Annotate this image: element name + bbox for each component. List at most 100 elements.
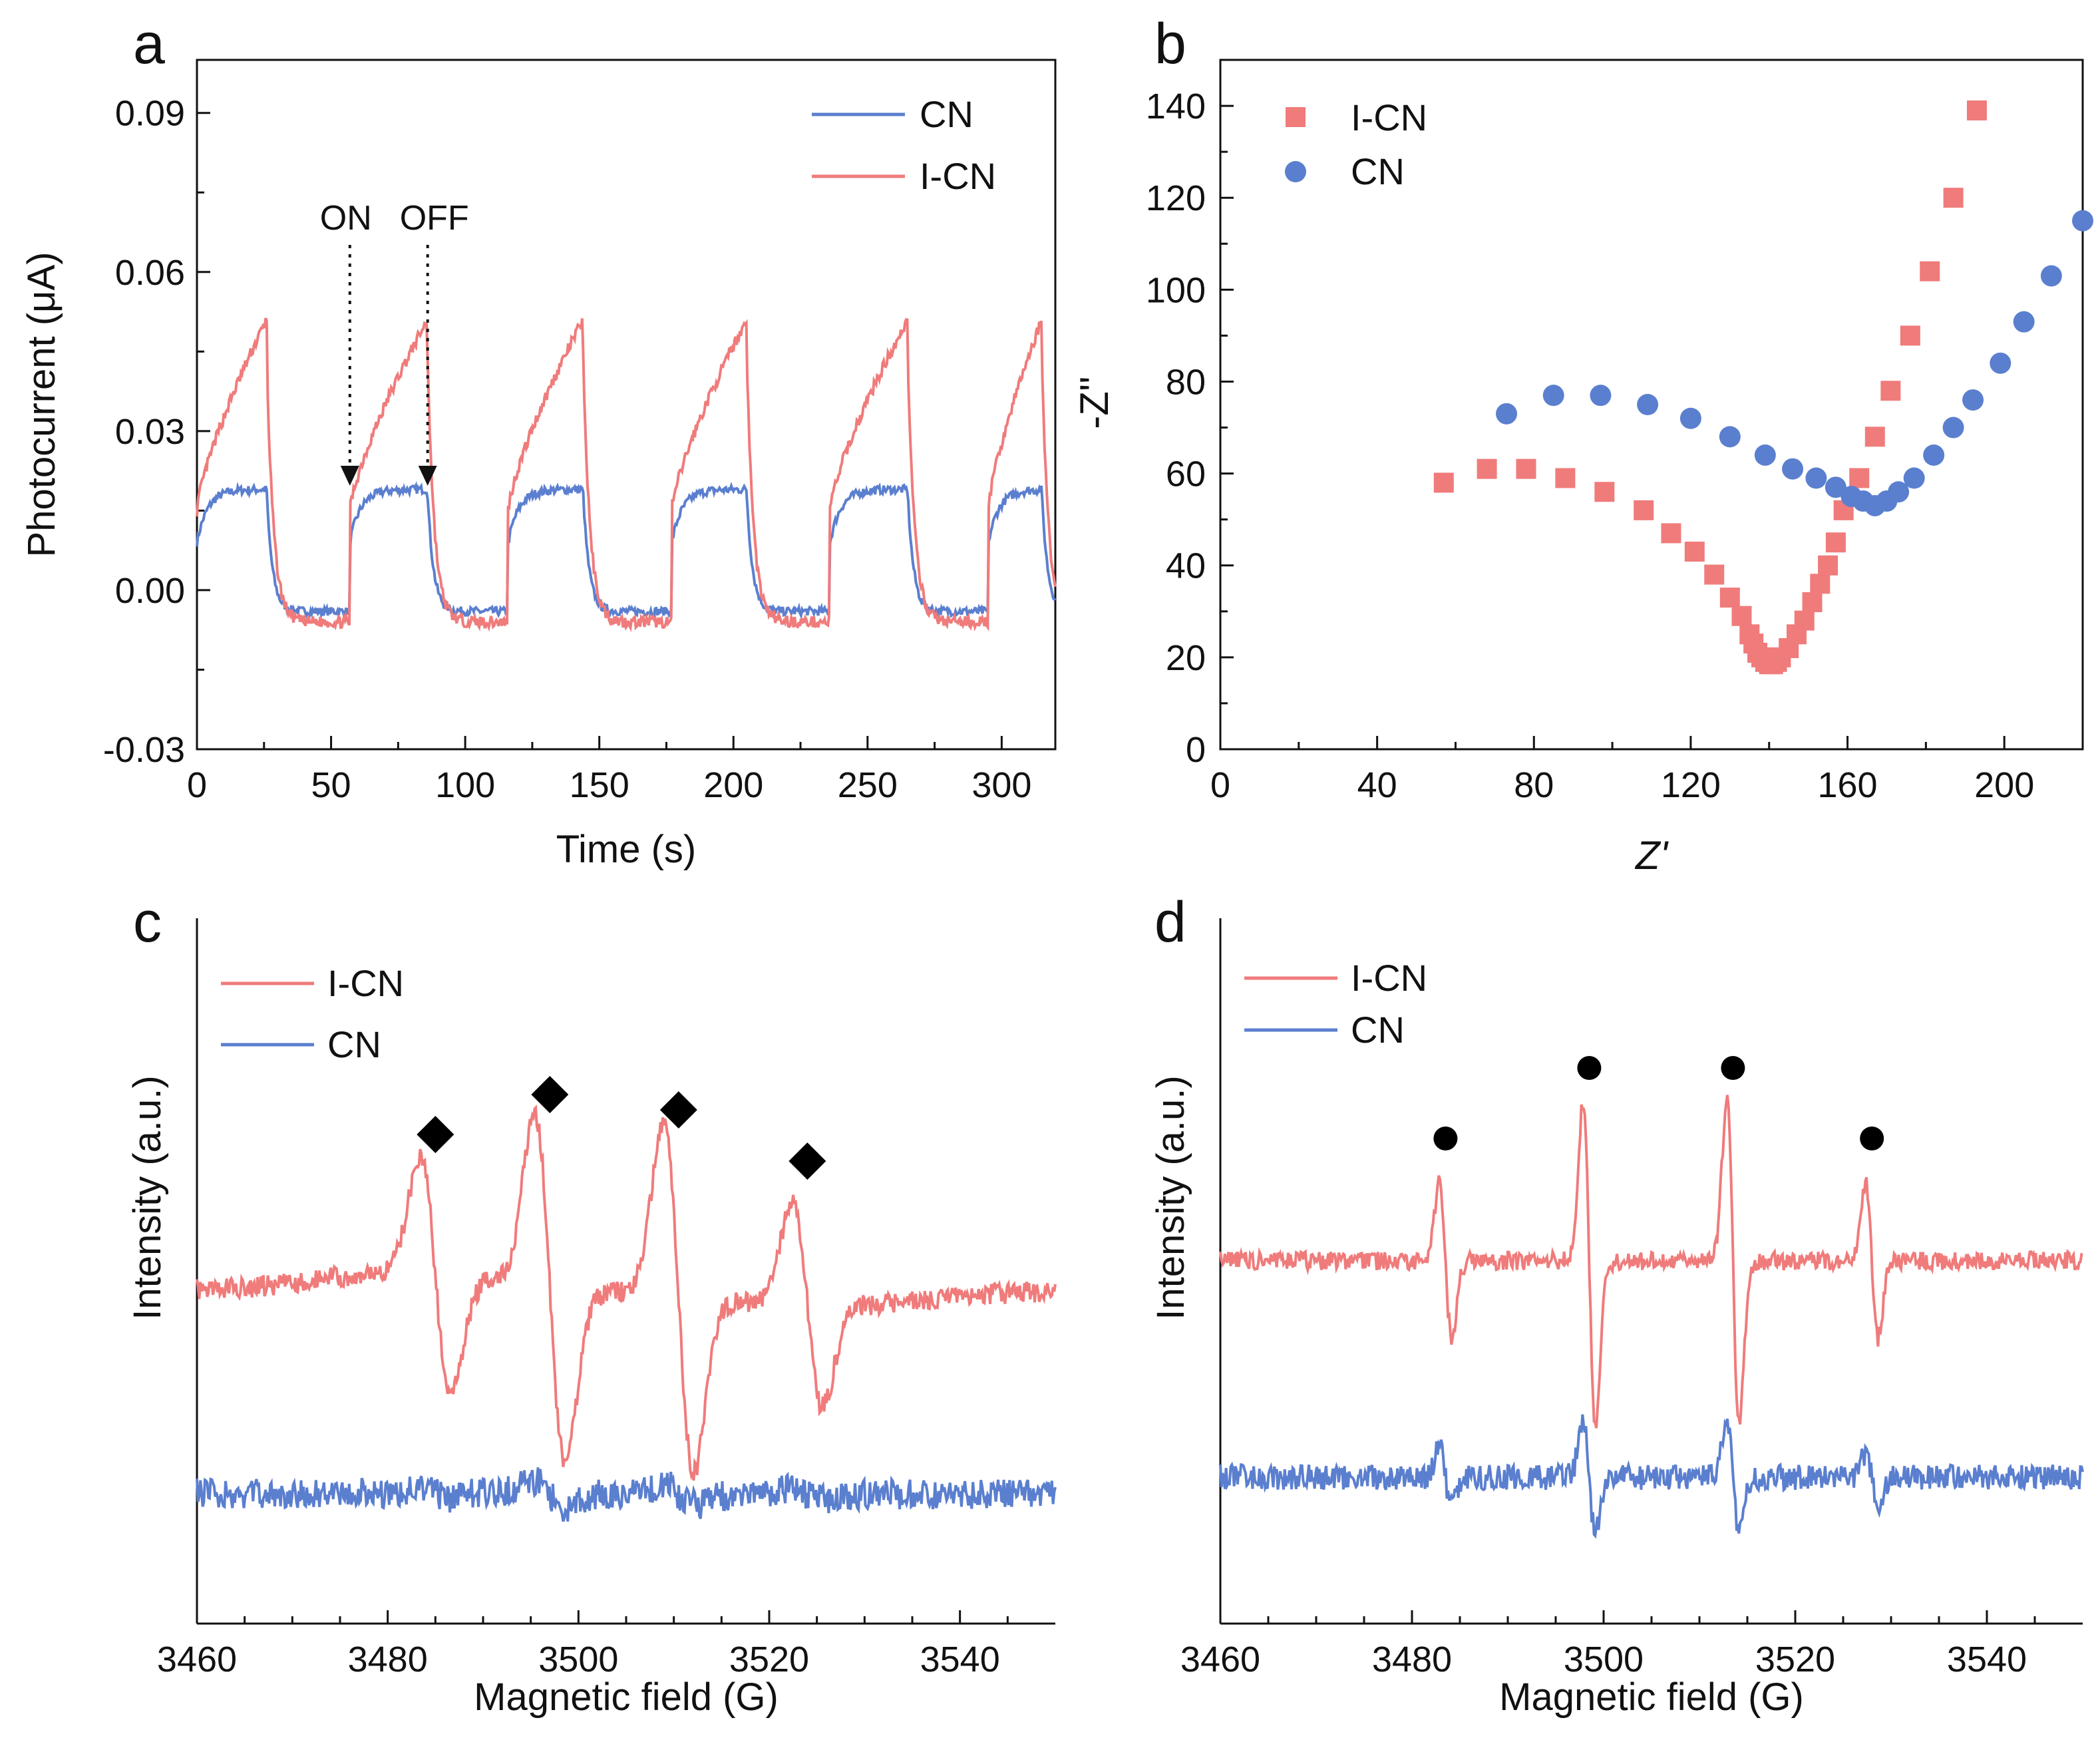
panel-b-nyquist: 0 40 80 120 160 200 0 20 40 60 80 100 120 140 Z' -Z'' I-…	[1072, 59, 2093, 878]
x-tick-label: 150	[570, 765, 629, 805]
x-tick-label: 0	[1210, 765, 1230, 805]
x-tick-label: 3520	[1755, 1640, 1835, 1679]
panel-label-d: d	[1154, 890, 1186, 954]
legend-label: I-CN	[1351, 957, 1427, 999]
series-icn-line	[196, 317, 1057, 633]
y-axis-label: Intensity (a.u.)	[1149, 1075, 1192, 1319]
x-tick-label: 3480	[1372, 1640, 1452, 1679]
data-point-icn	[1810, 574, 1831, 594]
data-point-icn	[1684, 542, 1705, 562]
data-point-cn	[1679, 407, 1701, 429]
data-point-icn	[1880, 381, 1901, 401]
panel-label-a: a	[133, 12, 165, 76]
y-tick-label: 60	[1166, 454, 1206, 494]
x-tick-label: 300	[971, 765, 1031, 805]
data-point-icn	[1704, 564, 1725, 585]
data-point-cn	[1923, 444, 1945, 466]
data-point-icn	[1719, 588, 1740, 608]
panel-a-frame	[196, 59, 1057, 751]
data-point-cn	[1782, 458, 1804, 480]
data-point-icn	[1818, 555, 1838, 576]
y-tick-label: 0.09	[115, 94, 185, 134]
y-tick-label: 0.00	[115, 571, 185, 611]
x-axis-label: Magnetic field (G)	[474, 1675, 779, 1719]
data-point-icn	[1516, 458, 1536, 479]
series-cn-line	[1219, 1414, 2084, 1539]
x-tick-label: 160	[1817, 765, 1877, 805]
data-point-cn	[1805, 467, 1827, 489]
legend-label: CN	[920, 93, 973, 135]
data-point-cn	[1990, 352, 2012, 374]
y-tick-label: 100	[1146, 270, 1206, 310]
y-tick-label: -0.03	[103, 730, 185, 770]
data-point-cn	[1496, 403, 1518, 425]
data-point-icn	[1634, 500, 1654, 520]
legend-label: I-CN	[327, 962, 404, 1004]
legend-label: I-CN	[1351, 96, 1427, 138]
annotation-arrow-head	[340, 466, 359, 486]
data-point-icn	[1802, 592, 1823, 612]
panel-a-photocurrent: 0 50 100 150 200 250 300 -0.03 0.00 0.03 0.06 0.09 T…	[20, 59, 1057, 871]
data-point-icn	[1594, 482, 1615, 502]
x-tick-label: 200	[1974, 765, 2034, 805]
data-point-cn	[1888, 481, 1910, 503]
peak-marker-circle	[1721, 1056, 1745, 1080]
panel-d-epr: 3460 3480 3500 3520 3540 Magnetic field (G) In…	[1149, 918, 2084, 1719]
data-point-cn	[1825, 476, 1846, 498]
data-point-cn	[1542, 385, 1564, 407]
data-point-icn	[1731, 606, 1752, 626]
panel-c-epr: 3460 3480 3500 3520 3540 Magnetic field (G) In…	[126, 918, 1057, 1719]
y-axis-label: Photocurrent (μA)	[20, 252, 63, 558]
peak-marker-diamond	[531, 1076, 569, 1113]
series-icn-line	[196, 1104, 1057, 1481]
data-point-cn	[1903, 467, 1925, 489]
y-tick-label: 0.03	[115, 412, 185, 452]
legend-swatch-square	[1286, 107, 1306, 127]
y-tick-label: 0.06	[115, 253, 185, 293]
y-tick-label: 80	[1166, 362, 1206, 402]
x-axis-label: Magnetic field (G)	[1499, 1675, 1804, 1719]
data-point-icn	[1900, 325, 1920, 346]
peak-marker-circle	[1860, 1127, 1884, 1150]
peak-marker-diamond	[417, 1116, 454, 1153]
panel-label-b: b	[1154, 12, 1186, 76]
x-tick-label: 3460	[1180, 1640, 1260, 1679]
annotation-arrow-head	[418, 466, 437, 486]
y-tick-label: 0	[1186, 730, 1206, 770]
x-tick-label: 40	[1357, 765, 1397, 805]
x-tick-label: 3500	[538, 1640, 618, 1679]
peak-marker-circle	[1577, 1056, 1602, 1080]
peak-marker-circle	[1433, 1127, 1458, 1150]
legend-label: CN	[1351, 1009, 1405, 1051]
legend-label: CN	[327, 1023, 381, 1065]
y-tick-label: 40	[1166, 546, 1206, 586]
x-tick-label: 3480	[348, 1640, 428, 1679]
series-icn-line	[1219, 1095, 2083, 1429]
legend-label: I-CN	[920, 155, 996, 197]
x-tick-label: 120	[1661, 765, 1721, 805]
x-tick-label: 3500	[1564, 1640, 1644, 1679]
data-point-cn	[1719, 426, 1741, 448]
data-point-icn	[1849, 468, 1870, 488]
data-point-cn	[1942, 417, 1964, 438]
panel-b-frame	[1219, 59, 2084, 751]
x-tick-label: 200	[703, 765, 763, 805]
annotation-off: OFF	[400, 199, 469, 238]
x-tick-label: 80	[1514, 765, 1554, 805]
x-tick-label: 50	[311, 765, 351, 805]
x-tick-label: 0	[187, 765, 207, 805]
data-point-cn	[1754, 444, 1776, 466]
peak-marker-diamond	[659, 1091, 697, 1129]
data-point-cn	[1590, 385, 1612, 407]
x-tick-label: 100	[435, 765, 495, 805]
y-tick-label: 140	[1146, 87, 1206, 126]
data-point-icn	[1477, 458, 1497, 479]
annotation-on: ON	[320, 199, 372, 238]
data-point-icn	[1555, 468, 1576, 488]
data-point-icn	[1966, 100, 1987, 120]
x-axis-label: Z'	[1634, 833, 1669, 878]
data-point-icn	[1920, 261, 1940, 281]
legend-label: CN	[1351, 150, 1405, 192]
x-axis-label: Time (s)	[556, 828, 696, 871]
